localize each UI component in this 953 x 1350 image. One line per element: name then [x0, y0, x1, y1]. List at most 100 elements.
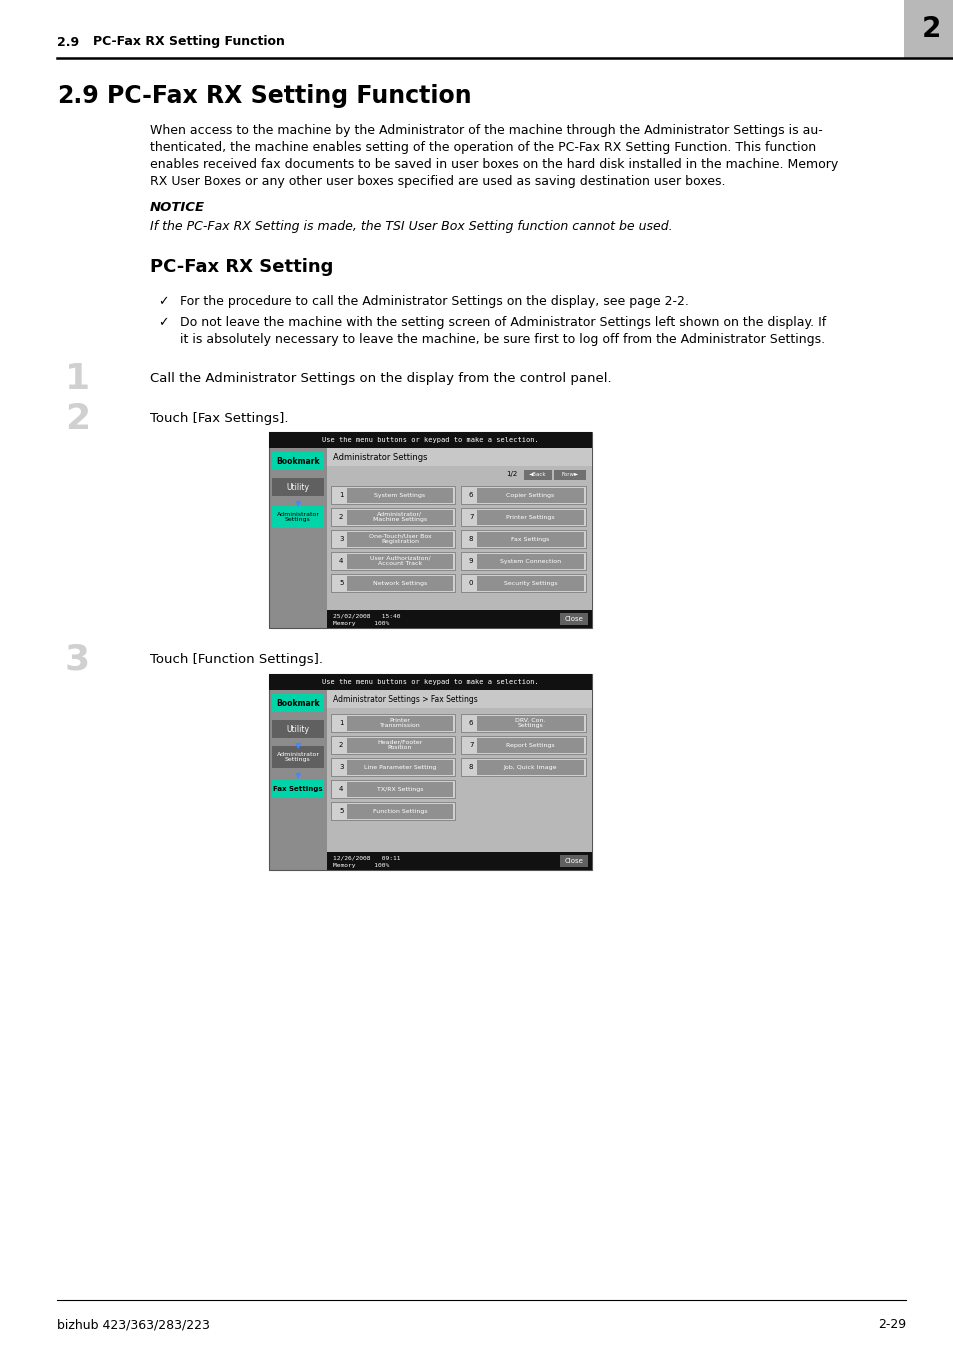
Text: Bookmark: Bookmark [276, 698, 319, 707]
Text: 4: 4 [338, 786, 343, 792]
Bar [460, 714, 585, 732]
Bar [331, 780, 455, 798]
Bar [347, 782, 453, 796]
Bar [559, 855, 587, 867]
Text: enables received fax documents to be saved in user boxes on the hard disk instal: enables received fax documents to be sav… [150, 158, 838, 171]
Bar [347, 510, 453, 525]
Bar [476, 532, 583, 547]
Text: 25/02/2008   15:40: 25/02/2008 15:40 [333, 613, 400, 618]
Bar [347, 738, 453, 753]
Text: Memory     100%: Memory 100% [333, 863, 389, 868]
Text: 5: 5 [338, 809, 343, 814]
Bar [460, 736, 585, 755]
Text: Touch [Fax Settings].: Touch [Fax Settings]. [150, 412, 288, 425]
Bar [331, 802, 455, 819]
Bar [327, 852, 592, 869]
Bar [272, 478, 324, 495]
Bar [331, 714, 455, 732]
Bar [331, 508, 455, 526]
Text: Close: Close [564, 859, 583, 864]
Text: If the PC-Fax RX Setting is made, the TSI User Box Setting function cannot be us: If the PC-Fax RX Setting is made, the TS… [150, 220, 672, 234]
Text: 2: 2 [338, 743, 343, 748]
Text: 1: 1 [338, 720, 343, 726]
Text: 2: 2 [65, 402, 90, 436]
Bar [460, 574, 585, 593]
Text: 2.9: 2.9 [57, 35, 79, 49]
Text: ▼: ▼ [294, 771, 301, 780]
Text: Memory     100%: Memory 100% [333, 621, 389, 625]
Text: Fax Settings: Fax Settings [273, 786, 322, 792]
Text: Utility: Utility [286, 482, 309, 491]
Text: For the procedure to call the Administrator Settings on the display, see page 2-: For the procedure to call the Administra… [180, 296, 688, 308]
Text: 1: 1 [338, 491, 343, 498]
Bar [476, 760, 583, 775]
Bar [331, 531, 455, 548]
Bar [327, 448, 592, 466]
Bar [327, 448, 592, 628]
Text: 6: 6 [469, 491, 473, 498]
Text: Administrator/
Machine Settings: Administrator/ Machine Settings [373, 512, 427, 522]
Bar [269, 674, 592, 869]
Text: Function Settings: Function Settings [373, 809, 427, 814]
Text: Touch [Function Settings].: Touch [Function Settings]. [150, 653, 323, 666]
Text: 3: 3 [338, 764, 343, 769]
Text: NOTICE: NOTICE [150, 201, 205, 215]
Text: 7: 7 [469, 743, 473, 748]
Bar [460, 552, 585, 570]
Bar [331, 736, 455, 755]
Bar [331, 486, 455, 504]
Text: Printer
Transmission: Printer Transmission [379, 718, 420, 728]
Text: Bookmark: Bookmark [276, 456, 319, 466]
Text: bizhub 423/363/283/223: bizhub 423/363/283/223 [57, 1318, 210, 1331]
Bar [272, 694, 324, 711]
Bar [272, 452, 324, 470]
Text: 2.9: 2.9 [57, 84, 99, 108]
Text: ◄Back: ◄Back [529, 472, 546, 478]
Bar [476, 510, 583, 525]
Bar [347, 532, 453, 547]
Text: it is absolutely necessary to leave the machine, be sure first to log off from t: it is absolutely necessary to leave the … [180, 333, 824, 346]
Text: PC-Fax RX Setting Function: PC-Fax RX Setting Function [92, 35, 285, 49]
Bar [460, 757, 585, 776]
Bar [347, 554, 453, 568]
Text: Security Settings: Security Settings [503, 580, 557, 586]
Bar [327, 690, 592, 707]
Bar [347, 576, 453, 591]
Text: User Authorization/
Account Track: User Authorization/ Account Track [370, 556, 430, 566]
Text: System Settings: System Settings [374, 493, 425, 498]
Text: Printer Settings: Printer Settings [506, 514, 555, 520]
Bar [460, 508, 585, 526]
Bar [476, 738, 583, 753]
Text: 8: 8 [469, 764, 473, 769]
Bar [272, 780, 324, 798]
Text: ▼: ▼ [294, 500, 301, 509]
Bar [523, 470, 552, 481]
Text: Do not leave the machine with the setting screen of Administrator Settings left : Do not leave the machine with the settin… [180, 316, 825, 329]
Text: Administrator Settings: Administrator Settings [333, 452, 427, 462]
Text: Fax Settings: Fax Settings [511, 536, 549, 541]
Text: 3: 3 [338, 536, 343, 541]
Bar [476, 576, 583, 591]
Bar [476, 487, 583, 504]
Text: 2: 2 [338, 514, 343, 520]
Text: Forw►: Forw► [560, 472, 578, 478]
Text: Use the menu buttons or keypad to make a selection.: Use the menu buttons or keypad to make a… [322, 437, 538, 443]
Text: 1: 1 [65, 362, 90, 396]
Text: Network Settings: Network Settings [373, 580, 427, 586]
Text: ✓: ✓ [158, 296, 169, 308]
Text: RX User Boxes or any other user boxes specified are used as saving destination u: RX User Boxes or any other user boxes sp… [150, 176, 724, 188]
Text: Line Parameter Setting: Line Parameter Setting [363, 764, 436, 769]
Text: Report Settings: Report Settings [506, 743, 555, 748]
Text: 5: 5 [338, 580, 343, 586]
Text: Close: Close [564, 616, 583, 622]
Bar [327, 690, 592, 869]
Bar [269, 432, 592, 628]
Bar [460, 486, 585, 504]
Bar [559, 613, 587, 625]
Text: ✓: ✓ [158, 316, 169, 329]
Bar [347, 760, 453, 775]
Text: TX/RX Settings: TX/RX Settings [376, 787, 423, 791]
Text: Administrator
Settings: Administrator Settings [276, 512, 319, 522]
Text: 1/2: 1/2 [506, 471, 517, 477]
Bar [331, 574, 455, 593]
